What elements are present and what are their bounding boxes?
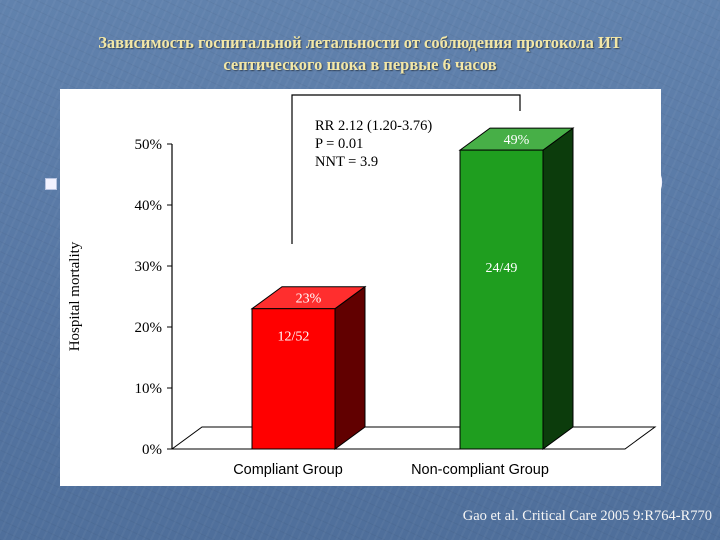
bar-side-face <box>334 285 366 450</box>
stats-annotation-line: P = 0.01 <box>315 136 363 152</box>
bar <box>251 308 336 450</box>
y-tick-label: 30% <box>135 259 163 275</box>
mortality-bar-chart: 0% 10% 20% 30% 40% 50% Hospital mortality 23% 12… <box>67 94 657 478</box>
stats-annotation-line: RR 2.12 (1.20-3.76) <box>315 118 432 134</box>
y-tick-label: 0% <box>142 442 162 458</box>
slide-title-line-1: Зависимость госпитальной летальности от … <box>98 33 622 52</box>
y-tick-label: 10% <box>135 381 163 397</box>
x-category-label: Compliant Group <box>233 462 343 478</box>
y-axis-title: Hospital mortality <box>67 241 83 351</box>
y-tick-label: 20% <box>135 320 163 336</box>
x-category-label: Non-compliant Group <box>411 462 549 478</box>
bar-value-label: 23% <box>296 292 322 307</box>
slide-title-line-2: септического шока в первые 6 часов <box>223 55 497 74</box>
bar-value-label: 49% <box>504 133 530 148</box>
y-tick-label: 50% <box>135 137 163 153</box>
chart-floor <box>170 426 657 450</box>
significance-bracket <box>291 94 521 244</box>
y-tick-label: 40% <box>135 198 163 214</box>
slide-title: Зависимость госпитальной летальности от … <box>20 32 700 76</box>
bullet-marker <box>45 178 57 190</box>
bar-count-label: 12/52 <box>278 330 310 345</box>
stats-annotation-line: NNT = 3.9 <box>315 154 378 170</box>
chart-panel: 0% 10% 20% 30% 40% 50% Hospital mortality 23% 12… <box>60 89 661 486</box>
bar <box>459 149 544 450</box>
citation: Gao et al. Critical Care 2005 9:R764-R77… <box>462 508 712 524</box>
bar-side-face <box>542 127 574 450</box>
bar-count-label: 24/49 <box>486 261 518 276</box>
